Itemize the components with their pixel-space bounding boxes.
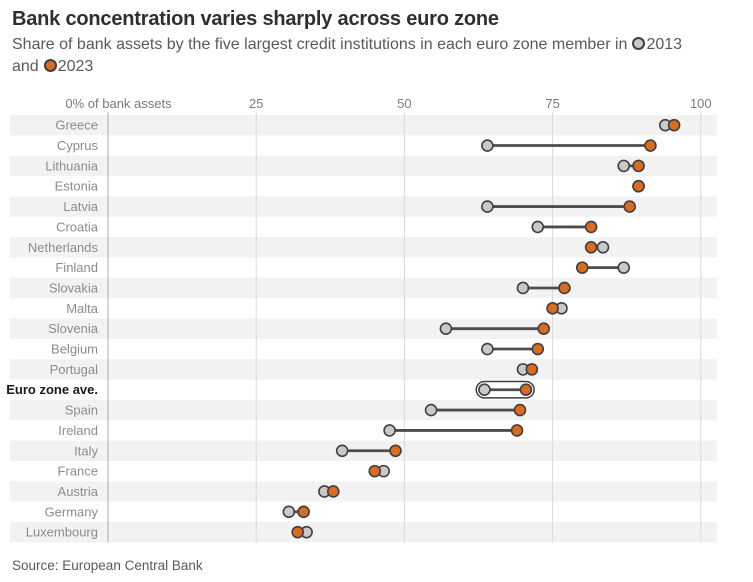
row-band [10, 522, 717, 543]
chart-subtitle: Share of bank assets by the five largest… [12, 34, 736, 78]
dot-2023 [632, 159, 645, 173]
dot-2013 [481, 342, 494, 356]
row-band [10, 318, 717, 339]
dot-2013 [481, 200, 494, 213]
row-label: Lithuania [45, 158, 99, 173]
legend-2023-dot-icon [43, 59, 57, 72]
row-label: Luxembourg [26, 525, 98, 540]
subtitle-line2-prefix: and [12, 58, 39, 75]
row-label: Estonia [55, 179, 99, 194]
dot-2013 [282, 505, 296, 519]
row-band [10, 237, 717, 258]
dot-2023 [632, 179, 645, 193]
row-label: Croatia [56, 219, 99, 234]
dot-2023 [525, 363, 539, 376]
axis-tick-label: 25 [249, 96, 263, 111]
axis-tick-label: 75 [545, 96, 559, 111]
row-label: Finland [55, 260, 98, 275]
dot-2023 [623, 200, 636, 213]
row-label: Germany [45, 504, 99, 519]
row-band [10, 481, 717, 502]
dot-2013 [424, 403, 438, 417]
row-band [10, 359, 717, 380]
dot-2023 [537, 322, 551, 335]
row-label: Belgium [51, 342, 98, 357]
legend-2023-label: 2023 [57, 58, 94, 75]
row-label: Slovakia [49, 280, 99, 295]
row-band [10, 399, 717, 421]
row-label: Euro zone ave. [6, 382, 98, 397]
dot-2023 [389, 444, 402, 458]
dot-2013 [481, 139, 494, 152]
row-band [10, 196, 717, 217]
dot-2023 [291, 525, 304, 539]
legend-2013-dot-icon [632, 37, 646, 50]
dot-2023 [575, 261, 589, 274]
dot-2023 [531, 342, 545, 356]
dot-2013 [596, 240, 610, 254]
row-label: Malta [66, 301, 99, 316]
axis-tick-label: 50 [397, 96, 411, 111]
dot-2023 [667, 118, 681, 132]
dot-2013 [439, 322, 453, 335]
row-label: Cyprus [57, 138, 99, 153]
chart-title: Bank concentration varies sharply across… [12, 8, 499, 30]
dot-2013 [335, 444, 349, 458]
dot-2023 [546, 302, 559, 315]
subtitle-line1-text: Share of bank assets by the five largest… [12, 36, 628, 53]
row-label: Latvia [63, 199, 98, 214]
dot-2023 [519, 383, 533, 397]
source-note: Source: European Central Bank [12, 558, 203, 573]
row-band [10, 155, 717, 177]
row-label: Slovenia [48, 321, 99, 336]
dot-2013 [383, 424, 396, 437]
dot-2023 [644, 139, 657, 152]
row-label: Spain [65, 403, 98, 418]
row-band [10, 277, 717, 299]
row-label: France [58, 464, 98, 479]
dot-2013 [531, 220, 545, 234]
dot-2023 [584, 220, 598, 234]
dot-2023 [584, 240, 598, 254]
dot-2023 [297, 505, 310, 519]
dot-2023 [326, 485, 340, 498]
dot-2013 [478, 383, 491, 397]
axis-tick-label: 100 [690, 96, 712, 111]
row-label: Austria [58, 484, 99, 499]
legend-2013-label: 2013 [646, 36, 683, 53]
row-label: Portugal [50, 362, 99, 377]
axis-tick-label: 0% of bank assets [65, 96, 172, 111]
dot-2023 [513, 403, 527, 417]
dumbbell-chart: 0% of bank assets 25 50 75 100 Greece Cyprus Li… [6, 96, 717, 543]
dot-2013 [617, 159, 631, 173]
dot-2013 [516, 281, 530, 295]
row-band [10, 115, 717, 136]
dot-2023 [510, 424, 524, 437]
row-label: Netherlands [28, 240, 99, 255]
row-label: Ireland [58, 423, 98, 438]
row-label: Italy [74, 443, 98, 458]
dot-2023 [368, 464, 382, 478]
dot-2023 [558, 281, 571, 295]
row-label: Greece [55, 118, 98, 133]
dot-2013 [617, 261, 631, 274]
